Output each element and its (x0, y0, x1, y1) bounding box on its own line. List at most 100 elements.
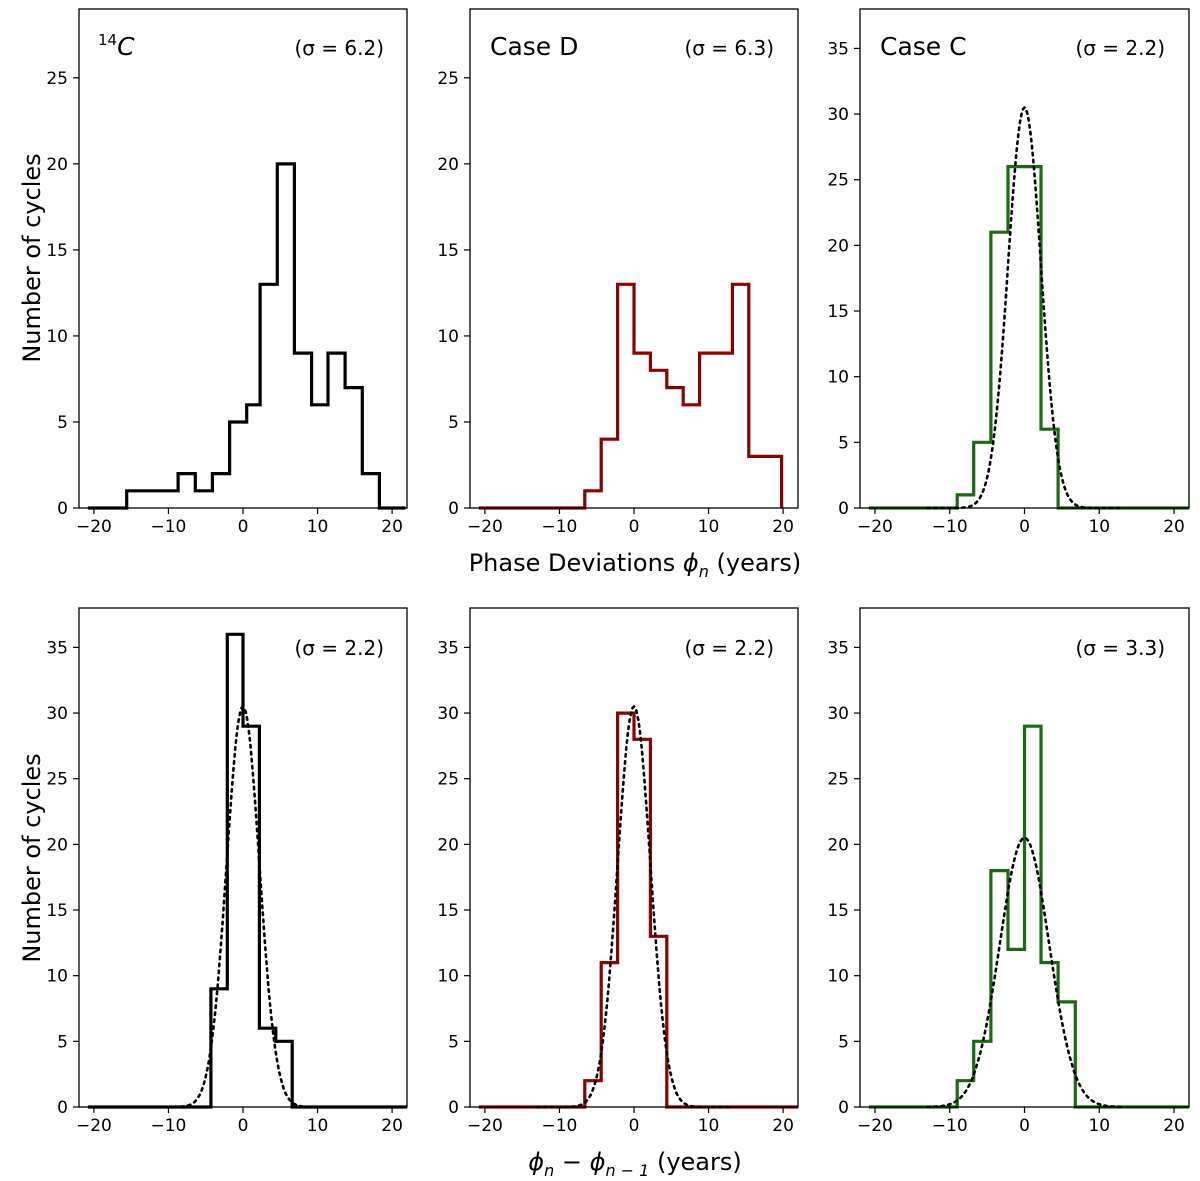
panel-bottom-14C: −20 −10 0 10 20 0 5 10 15 20 25 30 35 (46, 607, 408, 1136)
y-tick-label: 0 (838, 499, 849, 519)
x-tick-label: 20 (1163, 517, 1185, 537)
y-tick-label: 10 (827, 368, 849, 388)
y-tick-label: 20 (827, 835, 849, 855)
panel-title-caseC: Case C (880, 32, 967, 61)
y-tick-label: 10 (437, 327, 459, 347)
x-tick-label: 0 (1019, 1116, 1030, 1136)
x-tick-label: −20 (467, 517, 503, 537)
panel-top-caseD: −20 −10 0 10 20 0 5 10 15 20 25 (437, 8, 799, 537)
y-tick-label: 20 (827, 236, 849, 256)
y-tick-label: 0 (448, 499, 459, 519)
gaussian-fit-bottom-caseC (926, 836, 1123, 1109)
panel-title-caseD: Case D (490, 32, 578, 61)
x-tick-label: −10 (151, 1116, 187, 1136)
histogram-step-top-14C (87, 162, 406, 510)
plot-frame (469, 607, 799, 1108)
x-tick-label: 0 (629, 517, 640, 537)
histogram-step-bottom-caseC (869, 724, 1189, 1109)
sigma-label-top-caseD: (σ = 6.3) (684, 36, 774, 60)
x-axis-label-top: Phase Deviations ϕn (years) (469, 549, 802, 581)
y-tick-label: 35 (46, 638, 68, 658)
y-tick-label: 30 (437, 704, 459, 724)
y-tick-label: 5 (57, 1032, 68, 1052)
y-axis-label-bottom: Number of cycles (18, 753, 46, 962)
y-tick-label: 25 (827, 770, 849, 790)
histogram-step-top-caseC (869, 165, 1189, 510)
x-tick-label: −10 (932, 517, 968, 537)
y-tick-label: 25 (46, 69, 68, 89)
x-tick-label: −20 (467, 1116, 503, 1136)
panel-top-caseC: −20 −10 0 10 20 0 5 10 15 20 25 30 35 (827, 8, 1190, 537)
y-tick-label: 0 (838, 1098, 849, 1118)
y-tick-label: 25 (827, 171, 849, 191)
sigma-label-bottom-14C: (σ = 2.2) (294, 636, 384, 660)
y-tick-label: 15 (827, 302, 849, 322)
y-tick-label: 25 (46, 770, 68, 790)
x-tick-label: −10 (151, 517, 187, 537)
plot-frame (859, 8, 1190, 509)
x-tick-label: 10 (307, 1116, 329, 1136)
y-tick-label: 15 (46, 241, 68, 261)
panel-bottom-caseC: −20 −10 0 10 20 0 5 10 15 20 25 30 35 (827, 607, 1190, 1136)
y-tick-label: 25 (437, 69, 459, 89)
x-tick-label: 10 (1088, 1116, 1110, 1136)
y-tick-label: 10 (827, 967, 849, 987)
sigma-label-bottom-caseC: (σ = 3.3) (1075, 636, 1165, 660)
y-tick-label: 5 (838, 433, 849, 453)
x-tick-label: 20 (381, 1116, 403, 1136)
x-tick-label: 0 (1019, 517, 1030, 537)
y-tick-label: 5 (448, 413, 459, 433)
y-tick-label: 30 (46, 704, 68, 724)
x-tick-label: 10 (698, 1116, 720, 1136)
y-tick-label: 20 (437, 835, 459, 855)
y-tick-label: 20 (46, 155, 68, 175)
gaussian-fit-bottom-caseD (535, 704, 733, 1109)
y-tick-label: 25 (437, 770, 459, 790)
x-tick-label: −10 (932, 1116, 968, 1136)
y-tick-label: 10 (46, 967, 68, 987)
y-tick-label: 10 (46, 327, 68, 347)
panel-bottom-caseD: −20 −10 0 10 20 0 5 10 15 20 25 30 35 (437, 607, 799, 1136)
x-tick-label: −20 (857, 517, 893, 537)
x-tick-label: 0 (629, 1116, 640, 1136)
x-tick-label: 20 (1163, 1116, 1185, 1136)
y-axis-label-top: Number of cycles (18, 153, 46, 362)
x-tick-label: 0 (238, 517, 249, 537)
y-tick-label: 15 (46, 901, 68, 921)
x-tick-label: 0 (238, 1116, 249, 1136)
gaussian-fit-bottom-14C (144, 704, 342, 1109)
y-tick-label: 15 (437, 901, 459, 921)
x-tick-label: 10 (307, 517, 329, 537)
x-tick-label: 10 (698, 517, 720, 537)
x-tick-label: −10 (542, 517, 578, 537)
x-tick-label: −10 (542, 1116, 578, 1136)
y-tick-label: 10 (437, 967, 459, 987)
y-tick-label: 15 (827, 901, 849, 921)
x-tick-label: −20 (76, 1116, 112, 1136)
x-tick-label: 20 (772, 1116, 794, 1136)
x-tick-label: 10 (1088, 517, 1110, 537)
x-tick-label: −20 (76, 517, 112, 537)
x-tick-label: 20 (381, 517, 403, 537)
x-axis-label-bottom: ϕn − ϕn − 1 (years) (528, 1148, 742, 1180)
y-tick-label: 0 (57, 499, 68, 519)
y-tick-label: 35 (827, 638, 849, 658)
histogram-step-top-caseD (478, 282, 784, 510)
y-tick-label: 5 (838, 1032, 849, 1052)
y-tick-label: 0 (448, 1098, 459, 1118)
y-tick-label: 30 (827, 105, 849, 125)
y-tick-label: 15 (437, 241, 459, 261)
sigma-label-top-14C: (σ = 6.2) (294, 36, 384, 60)
panel-title-14C: 14C (98, 31, 135, 61)
histogram-step-bottom-caseD (478, 711, 798, 1109)
panel-top-14C: −20 −10 0 10 20 0 5 10 15 20 25 (46, 8, 408, 537)
sigma-label-bottom-caseD: (σ = 2.2) (684, 636, 774, 660)
y-tick-label: 35 (437, 638, 459, 658)
y-tick-label: 5 (57, 413, 68, 433)
y-tick-label: 0 (57, 1098, 68, 1118)
x-tick-label: 20 (772, 517, 794, 537)
histogram-step-bottom-14C (87, 632, 407, 1109)
y-tick-label: 20 (46, 835, 68, 855)
sigma-label-top-caseC: (σ = 2.2) (1075, 36, 1165, 60)
